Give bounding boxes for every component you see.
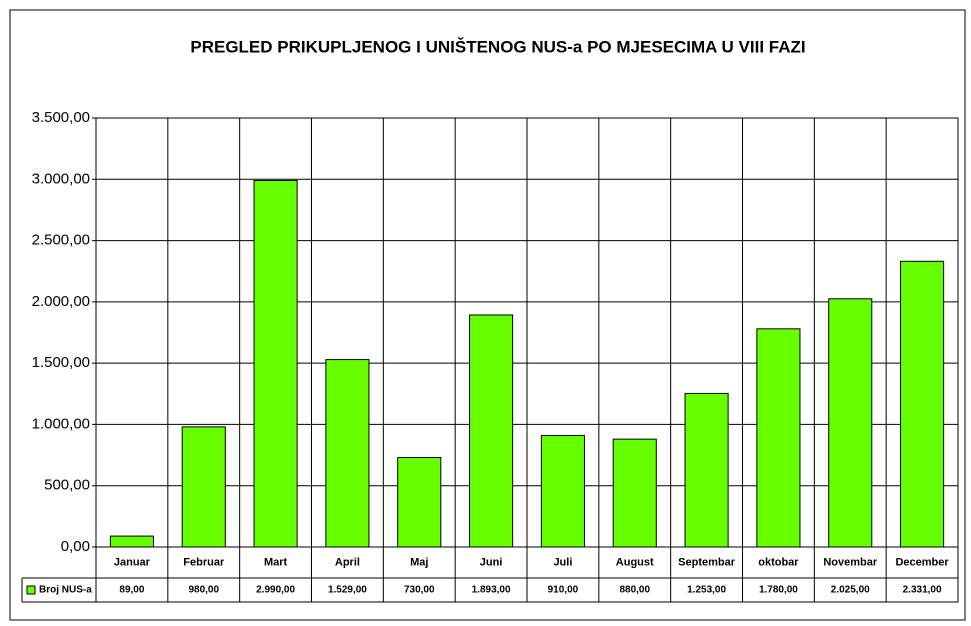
y-tick-label: 0,00 bbox=[61, 538, 90, 555]
y-tick-label: 3.500,00 bbox=[32, 109, 90, 126]
table-value: 2.990,00 bbox=[256, 585, 295, 596]
y-tick-label: 1.500,00 bbox=[32, 354, 90, 371]
legend-label: Broj NUS-a bbox=[39, 585, 92, 596]
y-tick-label: 1.000,00 bbox=[32, 415, 90, 432]
bar bbox=[612, 438, 657, 548]
x-tick-label: oktobar bbox=[758, 556, 799, 568]
x-tick-label: Februar bbox=[183, 556, 225, 568]
legend-key bbox=[26, 585, 36, 595]
bar bbox=[181, 426, 226, 548]
y-tick-label: 500,00 bbox=[44, 477, 90, 494]
table-value: 2.025,00 bbox=[831, 585, 870, 596]
x-tick-label: Juni bbox=[480, 556, 503, 568]
x-tick-label: April bbox=[335, 556, 360, 568]
y-tick-label: 2.000,00 bbox=[32, 293, 90, 310]
x-tick-label: Novembar bbox=[823, 556, 878, 568]
table-value: 89,00 bbox=[119, 585, 144, 596]
table-value: 880,00 bbox=[619, 585, 650, 596]
table-value: 1.780,00 bbox=[759, 585, 798, 596]
table-value: 980,00 bbox=[188, 585, 219, 596]
bar bbox=[469, 314, 514, 548]
x-tick-label: Januar bbox=[114, 556, 151, 568]
table-value: 910,00 bbox=[548, 585, 579, 596]
table-value: 1.893,00 bbox=[472, 585, 511, 596]
x-tick-label: Maj bbox=[410, 556, 428, 568]
x-tick-label: Juli bbox=[553, 556, 572, 568]
y-tick-label: 3.000,00 bbox=[32, 170, 90, 187]
bar bbox=[900, 260, 945, 548]
chart-title: PREGLED PRIKUPLJENOG I UNIŠTENOG NUS-a P… bbox=[190, 37, 805, 56]
bar bbox=[828, 298, 873, 548]
bar bbox=[109, 535, 154, 548]
bar bbox=[684, 392, 729, 548]
bar bbox=[325, 359, 370, 548]
table-value: 1.253,00 bbox=[687, 585, 726, 596]
x-tick-label: December bbox=[895, 556, 949, 568]
table-value: 1.529,00 bbox=[328, 585, 367, 596]
bar bbox=[397, 457, 442, 548]
x-tick-label: August bbox=[616, 556, 654, 568]
table-value: 2.331,00 bbox=[903, 585, 942, 596]
bar bbox=[253, 180, 298, 548]
table-value: 730,00 bbox=[404, 585, 435, 596]
y-tick-label: 2.500,00 bbox=[32, 232, 90, 249]
bar bbox=[540, 434, 585, 548]
x-tick-label: Septembar bbox=[678, 556, 736, 568]
x-tick-label: Mart bbox=[264, 556, 288, 568]
bar bbox=[756, 328, 801, 548]
